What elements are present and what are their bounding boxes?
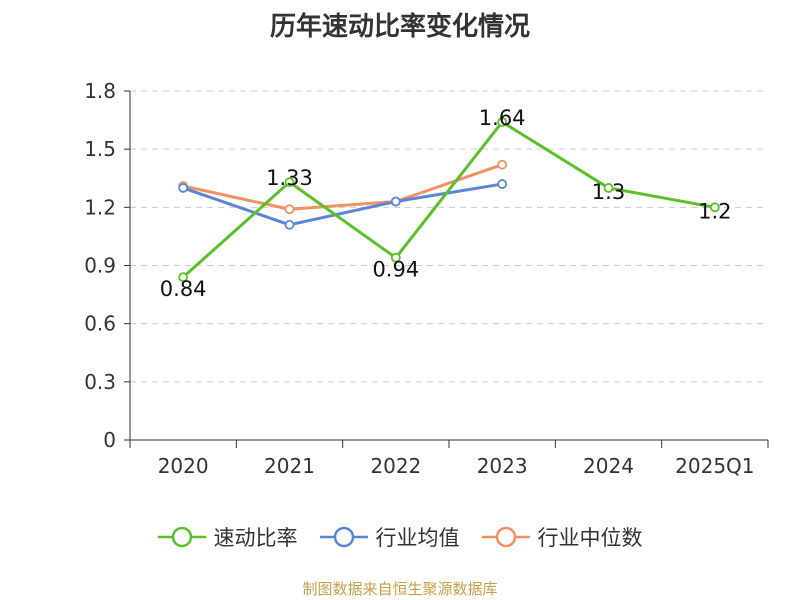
data-point: [284, 177, 295, 188]
source-footer: 制图数据来自恒生聚源数据库: [302, 580, 498, 598]
y-tick-label: 1.5: [84, 137, 116, 161]
data-point: [178, 183, 189, 193]
data-point: [284, 219, 295, 230]
data-point: [497, 159, 508, 170]
legend-item[interactable]: 行业均值: [319, 522, 460, 552]
x-tick-label: 2020: [158, 454, 209, 478]
chart-legend: 速动比率 行业均值 行业中位数: [0, 522, 800, 552]
data-label: 0.94: [372, 258, 419, 282]
x-tick-label: 2022: [370, 454, 421, 478]
legend-label: 行业中位数: [537, 526, 643, 550]
data-point: [284, 204, 295, 215]
data-label: 1.3: [592, 180, 625, 204]
legend-marker-icon: [319, 526, 368, 548]
series-line-1: [182, 182, 503, 227]
data-label: 1.2: [698, 199, 731, 223]
legend-item[interactable]: 速动比率: [157, 522, 298, 552]
x-tick-label: 2023: [477, 454, 528, 478]
data-label: 1.64: [479, 106, 526, 130]
data-point: [178, 272, 189, 283]
data-label: 0.84: [160, 277, 207, 301]
y-tick-label: 0.3: [84, 370, 116, 394]
x-tick-label: 2021: [264, 454, 315, 478]
legend-item[interactable]: 行业中位数: [481, 522, 643, 552]
y-tick-label: 0.9: [84, 254, 116, 278]
x-tick-label: 2025Q1: [675, 454, 754, 478]
y-tick-label: 1.8: [84, 79, 116, 103]
y-tick-label: 1.2: [84, 195, 116, 219]
legend-marker-icon: [481, 526, 530, 548]
y-tick-label: 0: [103, 428, 116, 452]
data-point: [709, 202, 720, 213]
x-tick-label: 2024: [583, 454, 634, 478]
legend-marker-icon: [157, 526, 206, 548]
data-point: [497, 117, 508, 127]
data-label: 1.33: [266, 166, 313, 190]
series-line-2: [182, 163, 503, 211]
data-point: [497, 179, 508, 189]
data-point: [603, 183, 614, 193]
chart-title: 历年速动比率变化情况: [269, 12, 530, 42]
legend-label: 行业均值: [375, 526, 460, 550]
y-tick-label: 0.6: [84, 312, 116, 336]
series-line-0: [182, 120, 716, 279]
data-point: [390, 196, 401, 207]
legend-label: 速动比率: [213, 526, 298, 550]
data-point: [390, 252, 401, 263]
